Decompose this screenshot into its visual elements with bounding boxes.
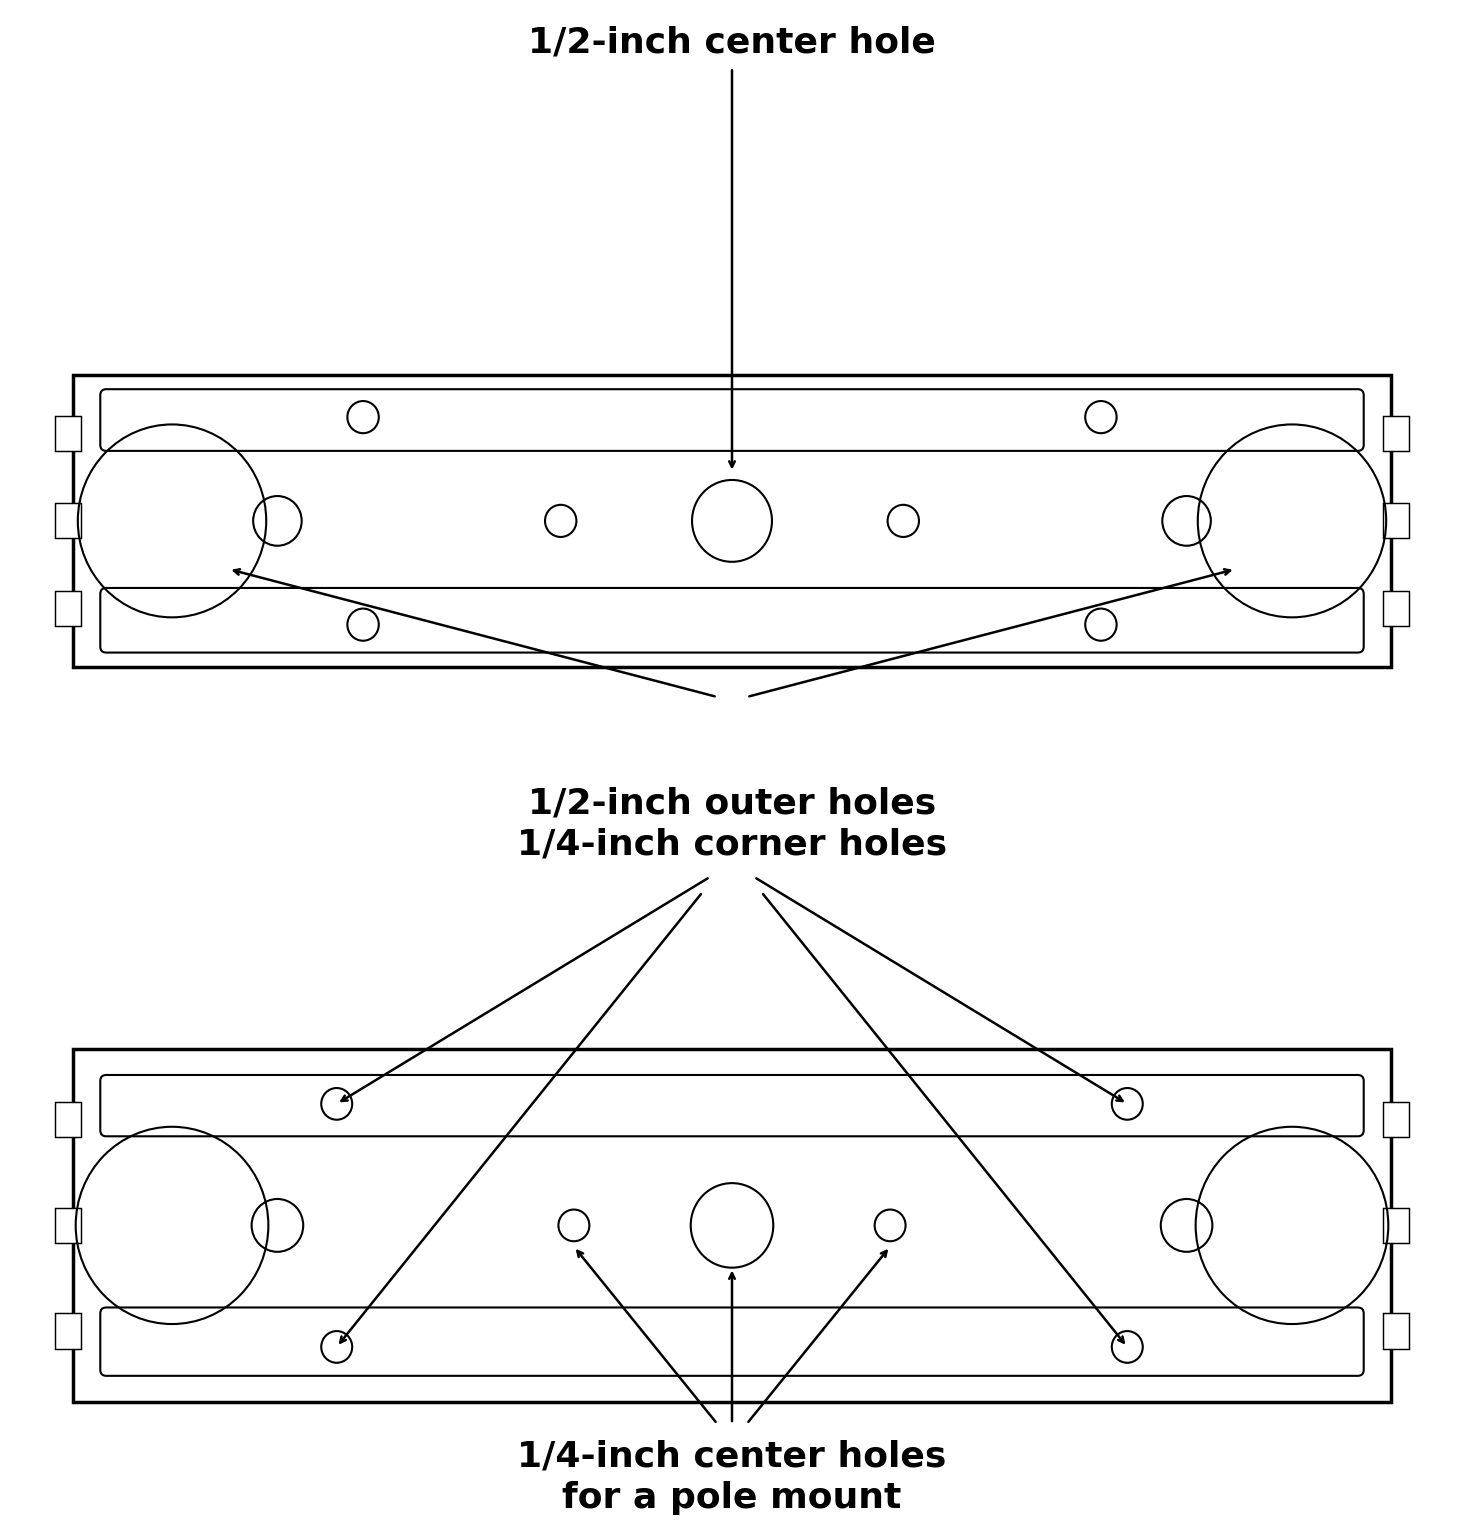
- Bar: [1383, 1314, 1410, 1349]
- Bar: [73, 374, 1391, 668]
- Bar: [54, 1207, 81, 1242]
- Bar: [54, 503, 81, 538]
- Bar: [1383, 416, 1410, 451]
- FancyBboxPatch shape: [100, 390, 1363, 451]
- Bar: [1383, 591, 1410, 626]
- Bar: [1383, 1207, 1410, 1242]
- Text: 1/2-inch center hole: 1/2-inch center hole: [529, 26, 935, 60]
- Bar: [54, 591, 81, 626]
- Text: 1/4-inch corner holes: 1/4-inch corner holes: [517, 828, 947, 862]
- FancyBboxPatch shape: [100, 1308, 1363, 1375]
- Bar: [1383, 1102, 1410, 1137]
- Text: 1/2-inch outer holes: 1/2-inch outer holes: [529, 787, 935, 821]
- Bar: [73, 1050, 1391, 1401]
- FancyBboxPatch shape: [100, 588, 1363, 652]
- Bar: [54, 416, 81, 451]
- Bar: [54, 1102, 81, 1137]
- Bar: [1383, 503, 1410, 538]
- FancyBboxPatch shape: [100, 1076, 1363, 1137]
- Text: 1/4-inch center holes
for a pole mount: 1/4-inch center holes for a pole mount: [517, 1439, 947, 1516]
- Bar: [54, 1314, 81, 1349]
